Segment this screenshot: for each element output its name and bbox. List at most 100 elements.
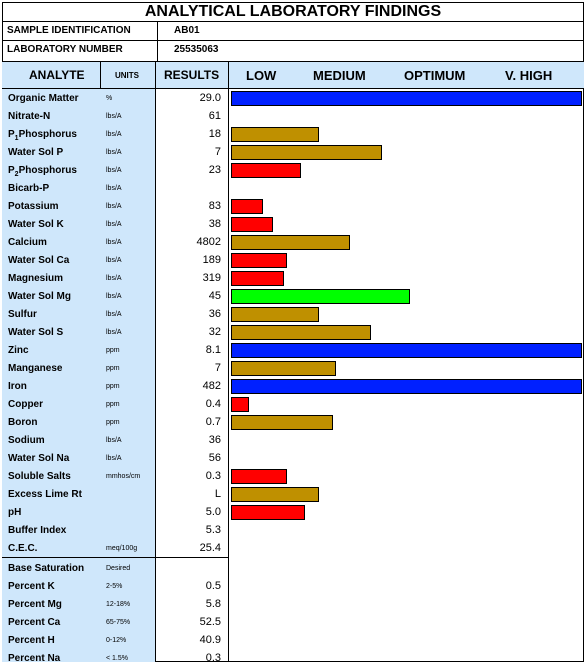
- result-bar: [231, 199, 263, 214]
- result-bar: [231, 397, 249, 412]
- result-bar: [231, 289, 410, 304]
- analyte-result: 8.1: [205, 344, 221, 356]
- analyte-unit: mmhos/cm: [106, 473, 141, 480]
- table-row: Excess Lime Rt L: [0, 486, 588, 504]
- analyte-unit: ppm: [106, 365, 120, 372]
- result-bar: [231, 505, 305, 520]
- analyte-result: 5.3: [205, 524, 221, 536]
- analyte-unit: 0-12%: [106, 637, 127, 644]
- analyte-name: Water Sol Na: [8, 453, 70, 464]
- analyte-name: Water Sol P: [8, 147, 64, 158]
- divider-results: [228, 62, 229, 662]
- analyte-result: 45: [208, 290, 221, 302]
- result-bar: [231, 271, 284, 286]
- analyte-name: P2Phosphorus: [8, 165, 77, 178]
- table-row: Water Sol P lbs/A 7: [0, 144, 588, 162]
- analyte-unit: meq/100g: [106, 545, 138, 552]
- result-bar: [231, 91, 582, 106]
- analyte-unit: lbs/A: [106, 329, 122, 336]
- table-row: Copper ppm 0.4: [0, 396, 588, 414]
- result-bar: [231, 163, 301, 178]
- result-bar: [231, 235, 350, 250]
- analyte-name: Copper: [8, 399, 43, 410]
- table-row: Water Sol K lbs/A 38: [0, 216, 588, 234]
- table-row: Potassium lbs/A 83: [0, 198, 588, 216]
- analyte-header: ANALYTE: [29, 68, 85, 82]
- analyte-name: Percent K: [8, 581, 55, 592]
- analyte-result: 189: [202, 254, 221, 266]
- analyte-name: Organic Matter: [8, 93, 79, 104]
- analyte-unit: lbs/A: [106, 455, 122, 462]
- table-row: Water Sol Mg lbs/A 45: [0, 288, 588, 306]
- result-bar: [231, 379, 582, 394]
- lab-number-value: 25535063: [174, 44, 219, 55]
- analyte-unit: lbs/A: [106, 167, 122, 174]
- result-bar: [231, 415, 333, 430]
- analyte-result: 0.3: [205, 652, 221, 664]
- analyte-result: 0.5: [205, 580, 221, 592]
- table-row: Percent Ca 65-75% 52.5: [0, 614, 588, 632]
- low-header: LOW: [246, 68, 277, 83]
- table-row: C.E.C. meq/100g 25.4: [0, 540, 588, 558]
- analyte-name: Percent H: [8, 635, 55, 646]
- analyte-unit: ppm: [106, 347, 120, 354]
- analyte-unit: lbs/A: [106, 311, 122, 318]
- analyte-name: Sodium: [8, 435, 45, 446]
- table-row: pH 5.0: [0, 504, 588, 522]
- analyte-name: Zinc: [8, 345, 29, 356]
- analyte-unit: 2-5%: [106, 583, 123, 590]
- analyte-column-background: [2, 89, 156, 662]
- analyte-unit: ppm: [106, 401, 120, 408]
- table-row: Buffer Index 5.3: [0, 522, 588, 540]
- analyte-result: 83: [208, 200, 221, 212]
- analyte-result: 482: [202, 380, 221, 392]
- medium-header: MEDIUM: [313, 68, 366, 83]
- sample-id-row: SAMPLE IDENTIFICATION AB01: [2, 22, 584, 41]
- analyte-result: 7: [214, 362, 221, 374]
- analyte-result: 319: [202, 272, 221, 284]
- table-row: P1Phosphorus lbs/A 18: [0, 126, 588, 144]
- analyte-unit: Desired: [106, 565, 131, 572]
- analyte-unit: ppm: [106, 383, 120, 390]
- table-row: Calcium lbs/A 4802: [0, 234, 588, 252]
- analyte-result: 40.9: [199, 634, 221, 646]
- analyte-result: 32: [208, 326, 221, 338]
- report-title: ANALYTICAL LABORATORY FINDINGS: [2, 2, 584, 22]
- analyte-result: L: [214, 488, 221, 500]
- analyte-result: 36: [208, 434, 221, 446]
- table-row: P2Phosphorus lbs/A 23: [0, 162, 588, 180]
- sample-id-label: SAMPLE IDENTIFICATION: [7, 25, 131, 36]
- analyte-name: C.E.C.: [8, 543, 38, 554]
- sample-id-value: AB01: [174, 25, 200, 36]
- table-row: Iron ppm 482: [0, 378, 588, 396]
- analyte-name: Nitrate-N: [8, 111, 51, 122]
- table-row: Percent Mg 12-18% 5.8: [0, 596, 588, 614]
- result-bar: [231, 127, 319, 142]
- result-bar: [231, 217, 273, 232]
- table-row: Water Sol Na lbs/A 56: [0, 450, 588, 468]
- analyte-name: Iron: [8, 381, 27, 392]
- table-row: Zinc ppm 8.1: [0, 342, 588, 360]
- analyte-unit: lbs/A: [106, 437, 122, 444]
- analyte-result: 38: [208, 218, 221, 230]
- result-bar: [231, 361, 336, 376]
- lab-number-row: LABORATORY NUMBER 25535063: [2, 41, 584, 62]
- analyte-result: 29.0: [199, 92, 221, 104]
- analyte-unit: lbs/A: [106, 131, 122, 138]
- analyte-name: Soluble Salts: [8, 471, 71, 482]
- analyte-name: Water Sol S: [8, 327, 64, 338]
- analyte-name: Percent Mg: [8, 599, 62, 610]
- table-row: Percent H 0-12% 40.9: [0, 632, 588, 650]
- analyte-result: 4802: [196, 236, 221, 248]
- analyte-unit: lbs/A: [106, 185, 122, 192]
- table-row: Bicarb-P lbs/A: [0, 180, 588, 198]
- analyte-result: 0.3: [205, 470, 221, 482]
- analyte-name: pH: [8, 507, 22, 518]
- analyte-unit: 65-75%: [106, 619, 131, 626]
- analyte-name: Percent Na: [8, 653, 61, 664]
- vhigh-header: V. HIGH: [505, 68, 553, 83]
- analyte-result: 61: [208, 110, 221, 122]
- analyte-result: 5.0: [205, 506, 221, 518]
- table-row: Water Sol S lbs/A 32: [0, 324, 588, 342]
- analyte-result: 52.5: [199, 616, 221, 628]
